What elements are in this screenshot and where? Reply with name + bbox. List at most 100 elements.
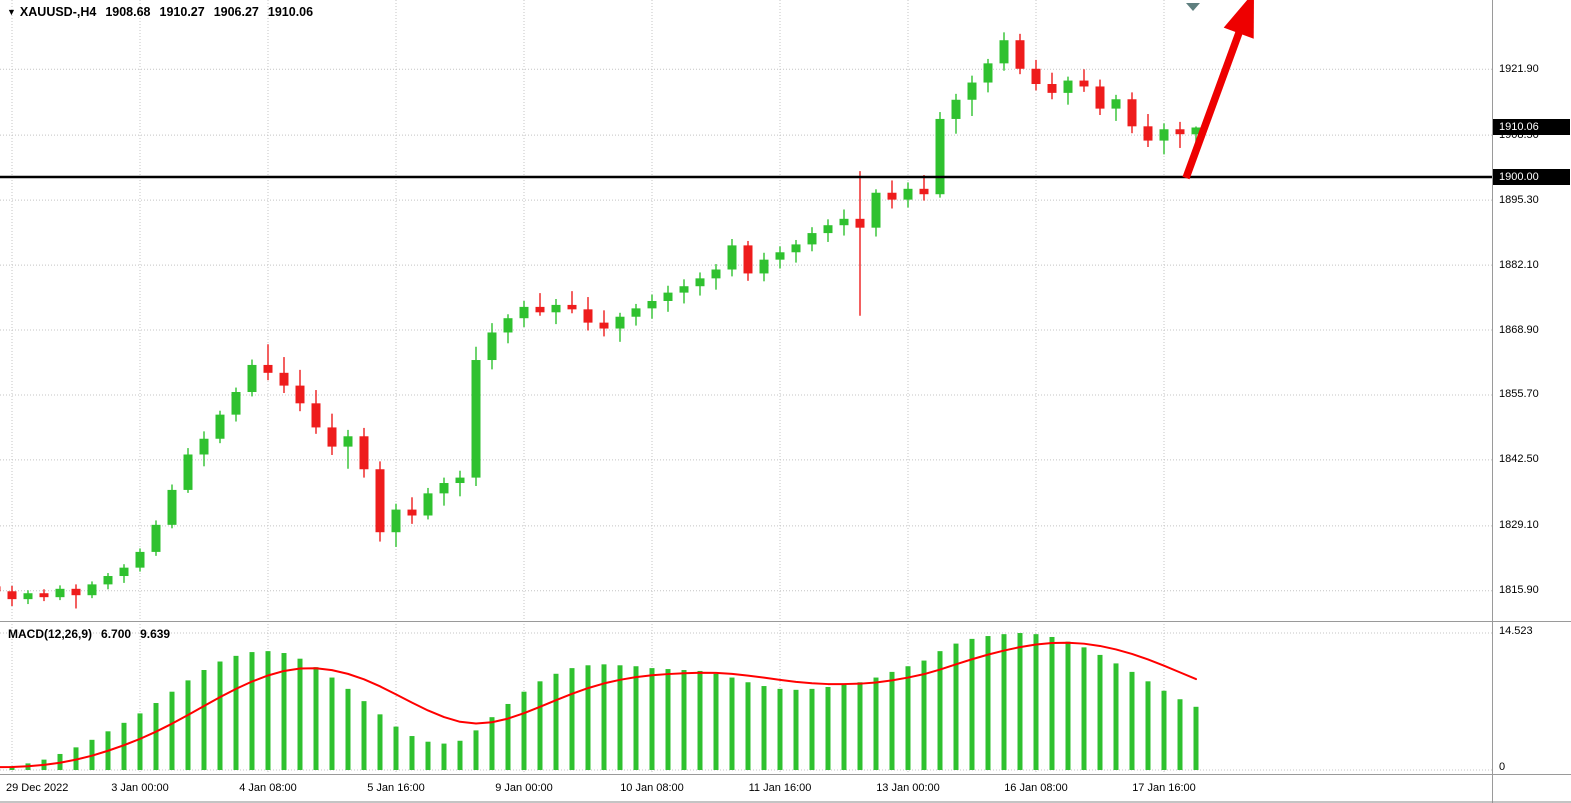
macd-histogram-bar: [809, 688, 815, 770]
price-axis-label: 1921.90: [1499, 62, 1539, 75]
time-axis-label: 29 Dec 2022: [6, 782, 69, 794]
price-axis[interactable]: 14.523 0 1910.06 1900.00 1921.901908.501…: [1492, 0, 1571, 803]
candle-body: [391, 509, 401, 533]
macd-histogram-bar: [249, 652, 255, 770]
candle-body: [167, 489, 177, 525]
candle-body: [183, 454, 193, 490]
candle-body: [327, 427, 337, 447]
price-axis-label: 1829.10: [1499, 519, 1539, 532]
macd-histogram-bar: [313, 667, 319, 770]
candle-body: [535, 306, 545, 313]
macd-histogram-bar: [1097, 654, 1103, 770]
macd-histogram-bar: [665, 669, 671, 770]
macd-histogram-bar: [553, 673, 559, 770]
macd-histogram-bar: [1049, 636, 1055, 770]
candle-body: [423, 493, 433, 516]
macd-histogram-bar: [617, 665, 623, 770]
macd-histogram-bar: [1017, 633, 1023, 770]
macd-histogram-bar: [713, 673, 719, 770]
macd-histogram-bar: [889, 671, 895, 770]
candle-body: [7, 591, 17, 600]
candle-body: [343, 436, 353, 447]
price-axis-label: 1855.70: [1499, 388, 1539, 401]
candle-body: [711, 269, 721, 279]
macd-histogram-bar: [1161, 690, 1167, 770]
macd-histogram-bar: [473, 730, 479, 770]
macd-histogram-bar: [1193, 706, 1199, 770]
level-1900-badge[interactable]: 1900.00: [1493, 169, 1570, 185]
current-price-badge: 1910.06: [1493, 119, 1570, 135]
macd-histogram-bar: [633, 666, 639, 770]
macd-histogram-bar: [121, 722, 127, 770]
candle-body: [823, 225, 833, 234]
macd-histogram-bar: [265, 651, 271, 770]
candle-body: [1031, 68, 1041, 85]
candle-body: [247, 364, 257, 393]
chart-ohlc-header: ▼ XAUUSD-,H4 1908.68 1910.27 1906.27 191…: [7, 5, 322, 19]
price-axis-label: 1815.90: [1499, 584, 1539, 597]
candle-body: [215, 414, 225, 439]
macd-histogram-bar: [361, 701, 367, 770]
candle-body: [695, 278, 705, 287]
candle-body: [71, 588, 81, 596]
symbol-marker-icon[interactable]: ▼: [7, 7, 16, 17]
candle-body: [279, 372, 289, 386]
candle-body: [151, 524, 161, 552]
time-axis-label: 10 Jan 08:00: [620, 782, 684, 794]
candle-body: [903, 188, 913, 200]
macd-histogram-bar: [649, 668, 655, 770]
candle-body: [663, 292, 673, 301]
candle-body: [775, 252, 785, 260]
macd-histogram-bar: [457, 740, 463, 770]
macd-histogram-bar: [425, 741, 431, 770]
macd-histogram-bar: [441, 743, 447, 770]
candle-body: [55, 588, 65, 598]
candle-body: [359, 436, 369, 470]
ohlc-open: 1908.68: [105, 5, 151, 19]
candle-body: [471, 360, 481, 478]
ohlc-close: 1910.06: [267, 5, 314, 19]
trend-arrow-head[interactable]: [1223, 0, 1254, 39]
candle-body: [935, 118, 945, 195]
macd-histogram-bar: [345, 688, 351, 770]
candle-body: [791, 244, 801, 253]
candle-body: [1159, 129, 1169, 141]
time-axis-label: 5 Jan 16:00: [367, 782, 425, 794]
candle-body: [1063, 80, 1073, 93]
macd-histogram-bar: [1065, 641, 1071, 770]
candle-body: [263, 364, 273, 373]
macd-histogram-bar: [281, 653, 287, 770]
macd-histogram-bar: [1033, 634, 1039, 770]
candle-body: [23, 593, 33, 600]
time-axis[interactable]: 29 Dec 2022 3 Jan 00:00 4 Jan 08:00 5 Jan 1…: [0, 775, 1492, 803]
candle-body: [759, 259, 769, 274]
macd-histogram-bar: [969, 638, 975, 770]
macd-main-value: 6.700: [101, 627, 132, 641]
ohlc-high: 1910.27: [159, 5, 205, 19]
macd-signal-line: [0, 641, 1197, 769]
candle-body: [1111, 99, 1121, 109]
macd-histogram-bar: [905, 666, 911, 770]
macd-histogram-bar: [681, 670, 687, 770]
macd-histogram-bar: [505, 703, 511, 770]
macd-histogram-bar: [937, 651, 943, 770]
candle-body: [503, 318, 513, 333]
macd-indicator-label: MACD(12,26,9) 6.700 9.639: [8, 627, 179, 641]
macd-histogram-bar: [537, 681, 543, 770]
candle-body: [983, 63, 993, 83]
candle-body: [295, 385, 305, 404]
time-axis-label: 4 Jan 08:00: [239, 782, 297, 794]
trend-arrow-shaft[interactable]: [1182, 28, 1244, 180]
candle-body: [951, 99, 961, 119]
macd-title: MACD(12,26,9): [8, 627, 93, 641]
chart-shift-marker[interactable]: [1186, 3, 1200, 11]
candle-body: [39, 593, 49, 598]
macd-histogram-bar: [921, 660, 927, 770]
macd-histogram-bar: [761, 686, 767, 770]
candle-body: [1095, 86, 1105, 109]
candle-body: [231, 392, 241, 415]
macd-histogram-bar: [1081, 647, 1087, 770]
candle-body: [103, 576, 113, 585]
candle-body: [999, 40, 1009, 64]
